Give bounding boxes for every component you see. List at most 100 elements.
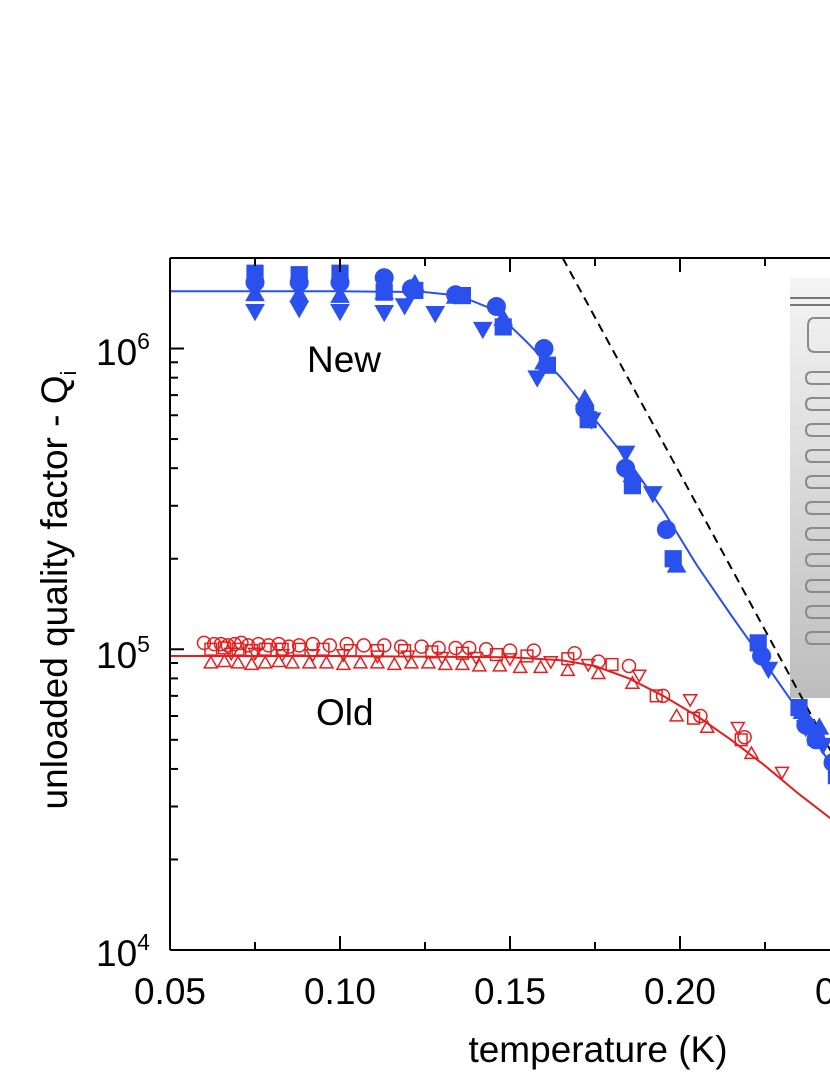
data-point-triangle-down	[580, 658, 596, 673]
inset-meander	[804, 579, 830, 593]
data-point-triangle-up	[751, 639, 772, 657]
data-point-triangle-up	[284, 655, 301, 669]
data-point-triangle-up	[493, 308, 514, 326]
data-point-circle	[621, 658, 637, 674]
data-point-triangle-down	[374, 305, 395, 323]
data-point-circle	[655, 688, 671, 704]
data-point-triangle-down	[400, 650, 416, 664]
data-point-triangle-up	[512, 659, 528, 674]
data-point-triangle-up	[318, 655, 335, 669]
inset-image	[790, 278, 830, 698]
data-point-triangle-down	[795, 720, 816, 738]
data-point-triangle-up	[369, 655, 386, 669]
data-point-circle	[281, 639, 297, 654]
data-point-triangle-up	[245, 283, 265, 302]
data-point-triangle-up	[335, 656, 352, 671]
x-tick-label: 0.05	[134, 971, 206, 1012]
data-point-triangle-up	[330, 285, 350, 303]
data-point-triangle-down	[682, 694, 698, 708]
data-point-circle	[261, 638, 276, 653]
data-point-triangle-down	[581, 412, 602, 430]
data-point-triangle-up	[560, 662, 576, 677]
data-point-circle	[431, 640, 446, 656]
data-point-triangle-down	[543, 655, 559, 670]
data-markers	[196, 264, 830, 785]
data-point-triangle-down	[615, 445, 636, 463]
data-point-triangle-up	[666, 555, 687, 573]
data-point-triangle-up	[257, 655, 273, 669]
annotation-new: New	[307, 339, 381, 380]
data-point-triangle-up	[203, 655, 219, 669]
data-point-triangle-up	[216, 653, 233, 668]
data-point-triangle-down	[223, 647, 239, 662]
y-ticks	[170, 257, 184, 951]
data-point-circle	[737, 729, 752, 745]
y-tick-label-1e6: 106	[96, 328, 150, 373]
inset-meander	[804, 397, 830, 411]
asymptote-line	[561, 258, 830, 752]
data-point-triangle-up	[445, 286, 466, 304]
data-point-circle	[656, 520, 676, 540]
data-point-circle	[356, 638, 372, 653]
data-point-square	[246, 264, 264, 282]
data-point-triangle-up	[622, 464, 643, 483]
data-point-triangle-down	[425, 306, 446, 324]
data-point-triangle-up	[404, 273, 425, 292]
data-point-square	[520, 649, 534, 663]
inset-meander	[807, 317, 830, 353]
data-point-triangle-up	[532, 659, 549, 674]
data-point-triangle-down	[472, 321, 493, 340]
inset-meander	[804, 553, 830, 567]
x-tick-label: 0	[815, 971, 830, 1012]
data-point-triangle-down	[631, 669, 647, 684]
data-point-square	[343, 643, 357, 658]
data-point-triangle-down	[305, 648, 321, 663]
inset-meander	[804, 605, 830, 619]
data-point-triangle-up	[792, 701, 813, 719]
data-point-triangle-up	[471, 657, 488, 672]
data-point-circle	[393, 639, 409, 654]
data-point-triangle-down	[527, 370, 548, 388]
data-point-triangle-down	[812, 737, 830, 756]
data-point-triangle-down	[394, 298, 415, 316]
y-tick-label-1e5: 105	[96, 631, 150, 676]
data-point-triangle-down	[289, 301, 310, 319]
data-point-triangle-down	[758, 661, 779, 679]
x-ticks	[169, 258, 766, 950]
fit-curves	[170, 258, 830, 820]
data-point-square	[734, 733, 748, 747]
data-point-triangle-down	[730, 721, 746, 736]
data-point-square	[245, 643, 259, 658]
x-tick-label: 0.20	[644, 971, 716, 1012]
data-point-triangle-up	[743, 745, 760, 760]
data-point-triangle-up	[809, 717, 830, 735]
data-point-triangle-down	[434, 651, 450, 666]
data-point-circle	[502, 643, 518, 658]
data-point-triangle-up	[420, 655, 437, 669]
data-point-triangle-down	[245, 304, 265, 322]
data-point-triangle-up	[624, 675, 641, 690]
data-point-circle	[486, 296, 506, 316]
inset-meander	[804, 449, 830, 463]
data-point-triangle-down	[774, 766, 790, 781]
data-point-triangle-up	[590, 665, 607, 680]
data-point-triangle-down	[642, 486, 663, 504]
data-point-circle	[322, 638, 338, 653]
data-point-triangle-up	[699, 719, 715, 733]
data-point-triangle-up	[374, 282, 395, 300]
x-tick-label: 0.15	[474, 971, 546, 1012]
data-point-square	[292, 642, 306, 656]
data-point-square	[687, 711, 701, 725]
data-point-triangle-down	[335, 648, 352, 663]
data-point-square	[827, 767, 830, 785]
data-point-circle	[220, 638, 236, 653]
x-axis-title: temperature (K)	[468, 1029, 727, 1070]
data-point-triangle-down	[247, 647, 263, 662]
data-point-triangle-up	[534, 352, 554, 370]
fit-line-new	[170, 290, 830, 766]
y-axis-title: unloaded quality factor - Qi	[34, 371, 81, 810]
data-point-triangle-down	[330, 304, 350, 322]
data-point-square	[290, 266, 308, 284]
data-point-triangle-down	[369, 650, 386, 664]
